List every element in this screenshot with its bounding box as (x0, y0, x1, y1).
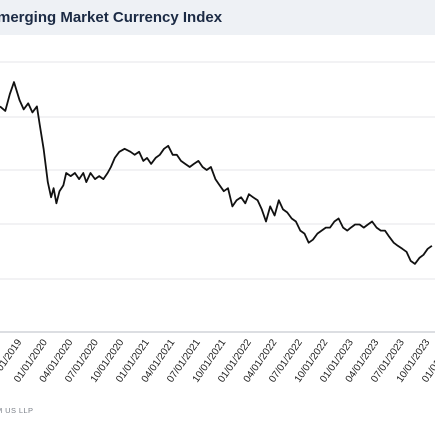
chart-title: merging Market Currency Index (0, 9, 223, 26)
x-axis-ticks: 01/201901/01/202004/01/202007/01/202010/… (0, 337, 435, 385)
gridlines (0, 61, 435, 333)
series-line (0, 81, 433, 265)
source-note: M US LLP (0, 406, 34, 415)
series-layer (0, 81, 433, 265)
chart-header (0, 0, 435, 35)
